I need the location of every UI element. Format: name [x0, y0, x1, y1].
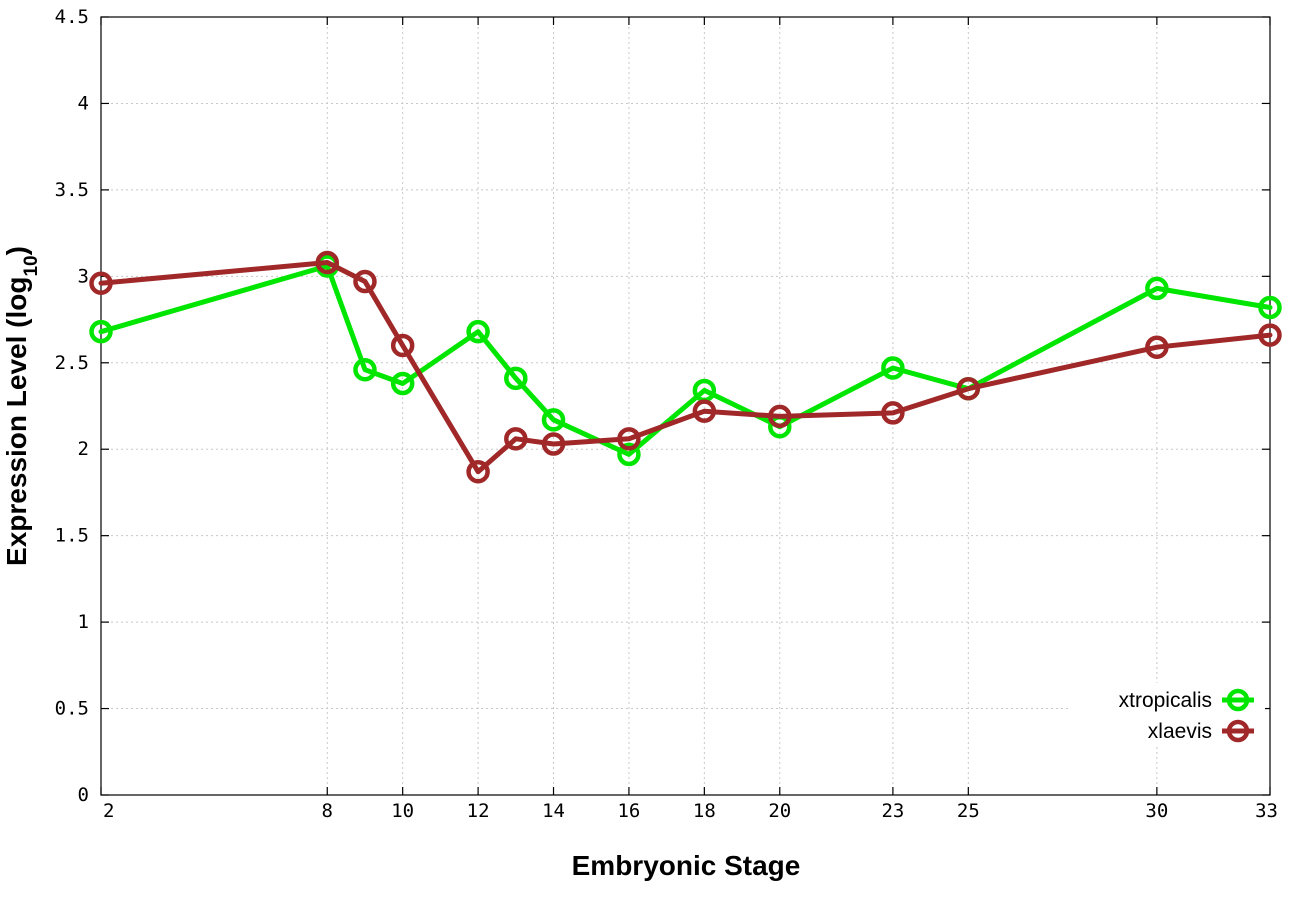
x-tick-label: 18 [693, 800, 716, 822]
y-tick-label: 0.5 [55, 698, 89, 720]
x-tick-label: 16 [617, 800, 640, 822]
data-point-xtropicalis [89, 319, 113, 344]
x-tick-label: 23 [881, 800, 904, 822]
y-axis-title: Expression Level (log10) [1, 246, 42, 566]
y-tick-label: 4.5 [55, 6, 89, 28]
data-point-xtropicalis [617, 442, 641, 467]
data-point-xlaevis [541, 432, 566, 456]
data-point-xlaevis [692, 399, 717, 423]
data-point-xtropicalis [881, 356, 905, 380]
series-layer [89, 250, 1282, 484]
data-point-xtropicalis [390, 371, 415, 396]
y-axis-title-subscript: 10 [21, 255, 42, 276]
y-tick-label: 2 [78, 438, 89, 460]
series-line-xlaevis [98, 260, 1273, 475]
x-tick-label: 8 [322, 800, 333, 822]
data-point-xlaevis [1258, 323, 1282, 347]
y-tick-label: 3 [78, 265, 89, 287]
series-line-xtropicalis [98, 263, 1273, 457]
data-point-xlaevis [1145, 335, 1169, 359]
x-axis-title: Embryonic Stage [572, 850, 801, 881]
y-tick-label: 4 [78, 92, 89, 114]
data-point-xtropicalis [541, 408, 566, 432]
x-tick-label: 12 [467, 800, 490, 822]
data-point-xlaevis [466, 459, 490, 484]
y-tick-label: 1.5 [55, 525, 89, 547]
legend-marker-xlaevis [1226, 719, 1250, 743]
plot-frame [100, 16, 1271, 796]
legend-marker-xtropicalis [1226, 688, 1250, 712]
x-tick-label: 14 [542, 800, 565, 822]
x-tick-label: 10 [391, 800, 414, 822]
y-axis-title-main: Expression Level (log [1, 277, 32, 566]
data-point-xtropicalis [353, 357, 377, 382]
data-point-xlaevis [617, 427, 641, 451]
y-tick-label: 0 [78, 784, 89, 806]
y-tick-label: 3.5 [55, 179, 89, 201]
data-point-xlaevis [89, 271, 113, 295]
x-tick-label: 20 [768, 800, 791, 822]
y-axis-title-close: ) [1, 246, 32, 255]
x-tick-label: 33 [1255, 800, 1278, 822]
data-point-xtropicalis [466, 319, 490, 344]
tick-layer: 0 0.5 1 1.5 2 2.5 3 3.5 4 4.5 2 8 10 12 14 16 18 20 23 25 30… [55, 6, 1278, 822]
data-point-xtropicalis [1145, 276, 1169, 301]
x-tick-label: 2 [103, 800, 114, 822]
y-tick-label: 1 [78, 611, 89, 633]
data-point-xtropicalis [1258, 295, 1282, 320]
y-tick-label: 2.5 [55, 352, 89, 374]
data-point-xlaevis [768, 404, 792, 429]
legend: xtropicalis xlaevis [1070, 683, 1265, 747]
data-point-xlaevis [881, 401, 905, 425]
data-point-xlaevis [315, 250, 340, 275]
data-point-xlaevis [353, 269, 377, 294]
data-point-xtropicalis [504, 366, 528, 391]
data-point-xlaevis [504, 427, 528, 451]
legend-label-xtropicalis: xtropicalis [1119, 689, 1212, 712]
data-point-xlaevis [390, 333, 415, 358]
legend-label-xlaevis: xlaevis [1148, 720, 1212, 743]
x-tick-label: 30 [1145, 800, 1168, 822]
data-point-xlaevis [956, 376, 981, 401]
x-tick-label: 25 [957, 800, 980, 822]
